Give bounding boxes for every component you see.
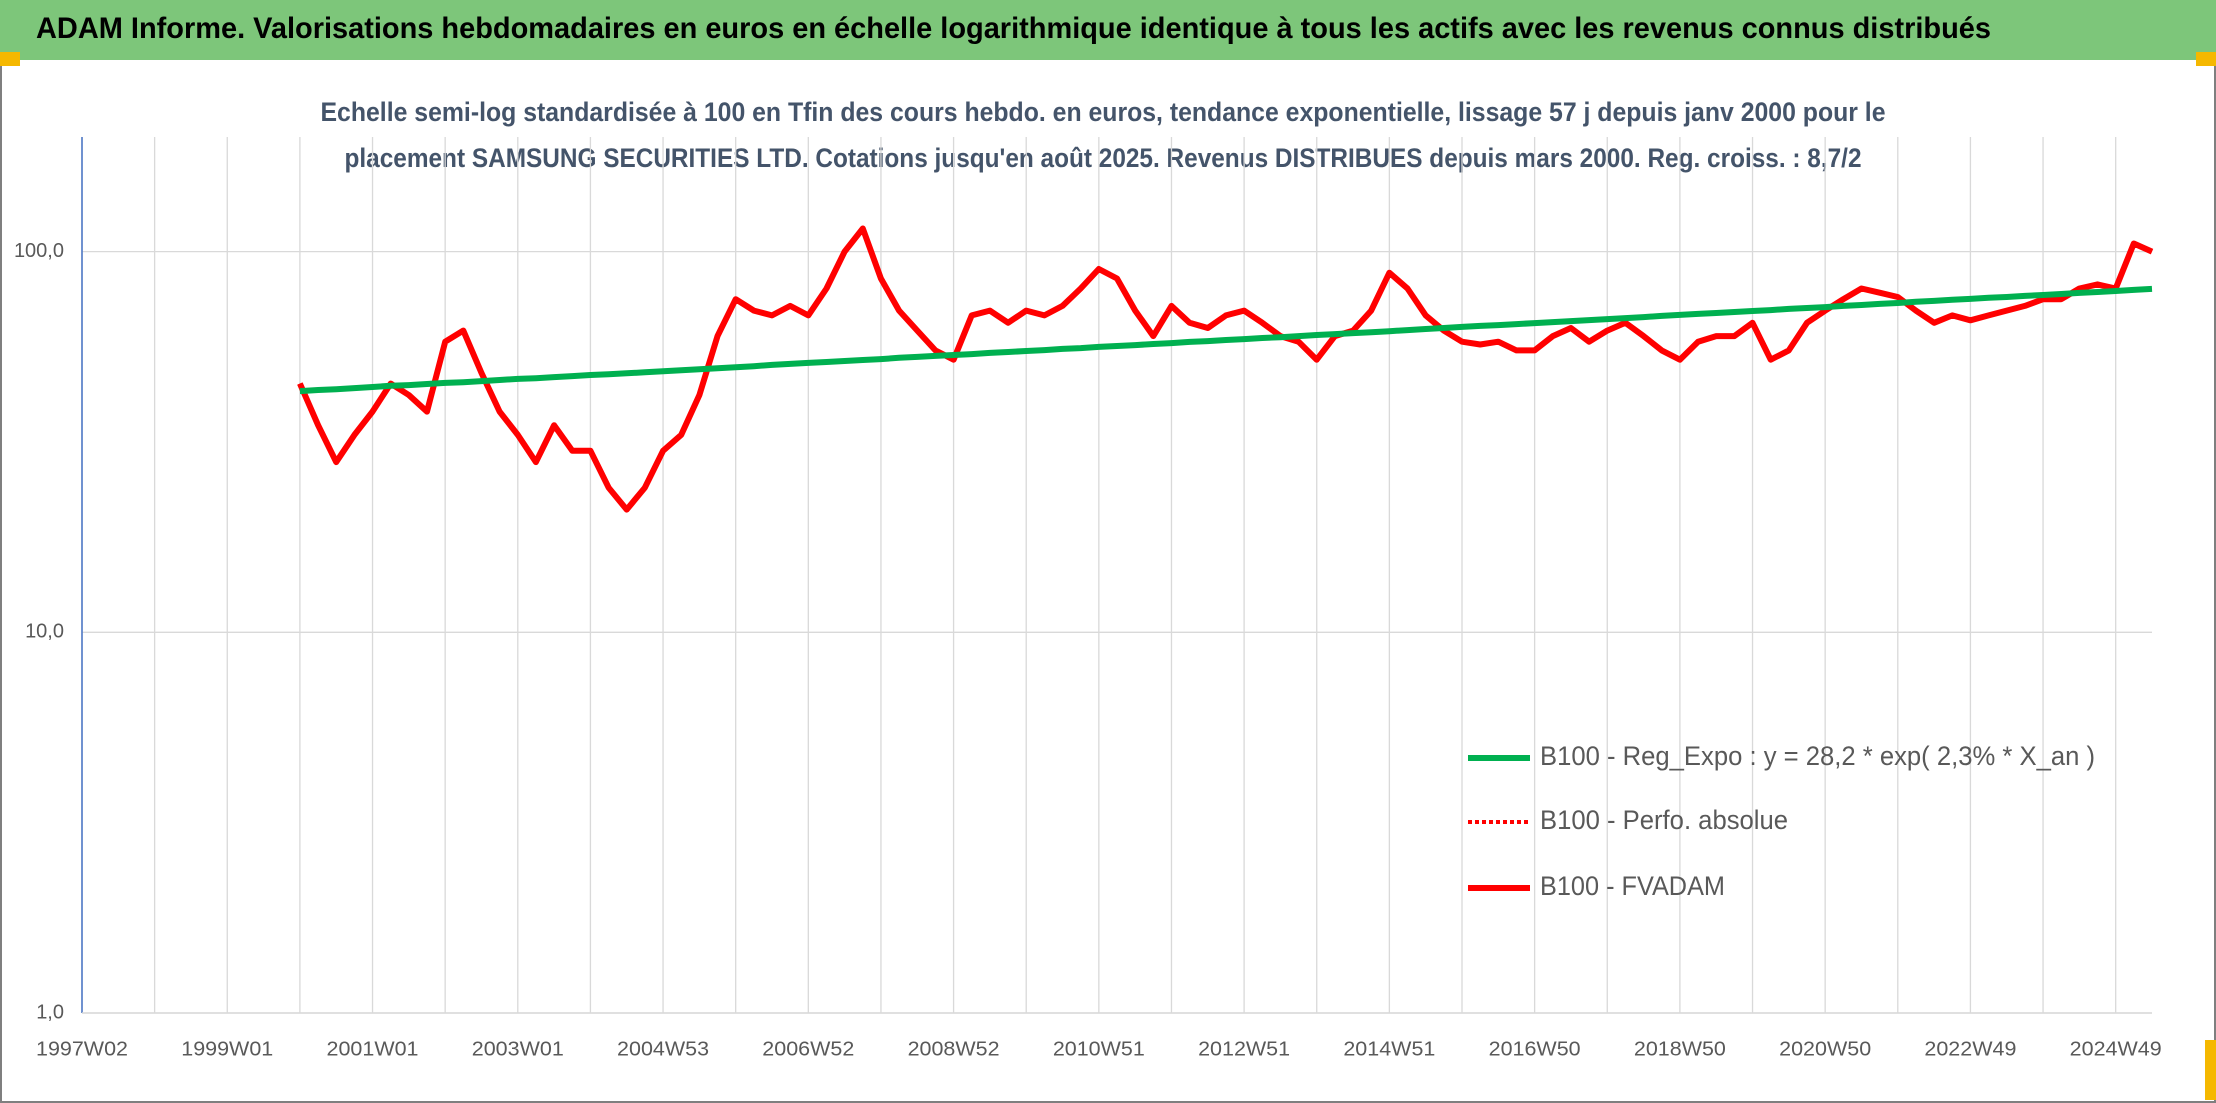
x-tick-label: 2014W51 xyxy=(1343,1038,1435,1060)
x-tick-label: 2024W49 xyxy=(2070,1038,2162,1060)
x-tick-label: 2001W01 xyxy=(327,1038,419,1060)
chart-title: ADAM Informe. Valorisations hebdomadaire… xyxy=(36,12,1991,45)
x-tick-label: 2012W51 xyxy=(1198,1038,1290,1060)
plot-area: 1997W02 1999W01 2001W01 2003W01 2004W53 2006W… xyxy=(14,137,2162,1060)
x-tick-label: 2010W51 xyxy=(1053,1038,1145,1060)
x-tick-label: 1997W02 xyxy=(36,1038,128,1060)
chart-subtitle: placement SAMSUNG SECURITIES LTD. Cotati… xyxy=(345,143,1862,173)
x-tick-label: 2018W50 xyxy=(1634,1038,1726,1060)
y-tick-label: 1,0 xyxy=(36,1001,64,1023)
corner xyxy=(0,52,20,66)
x-tick-label: 2006W52 xyxy=(762,1038,854,1060)
legend-label: B100 - Perfo. absolue xyxy=(1540,805,1788,835)
x-tick-label: 2016W50 xyxy=(1489,1038,1581,1060)
x-tick-label: 1999W01 xyxy=(181,1038,273,1060)
y-tick-label: 10,0 xyxy=(25,621,64,643)
corner xyxy=(2196,52,2216,66)
legend-label: B100 - Reg_Expo : y = 28,2 * exp( 2,3% *… xyxy=(1540,741,2095,771)
x-tick-label: 2020W50 xyxy=(1779,1038,1871,1060)
x-tick-label: 2004W53 xyxy=(617,1038,709,1060)
chart-subtitle: Echelle semi-log standardisée à 100 en T… xyxy=(321,97,1886,127)
legend-label: B100 - FVADAM xyxy=(1540,871,1725,901)
x-tick-label: 2003W01 xyxy=(472,1038,564,1060)
title-banner xyxy=(0,0,2216,60)
series-line xyxy=(299,285,2153,395)
series-line xyxy=(297,225,2154,513)
x-tick-label: 2022W49 xyxy=(1924,1038,2016,1060)
x-tick-label: 2008W52 xyxy=(908,1038,1000,1060)
y-tick-label: 100,0 xyxy=(14,240,64,262)
corner xyxy=(2205,1040,2216,1100)
